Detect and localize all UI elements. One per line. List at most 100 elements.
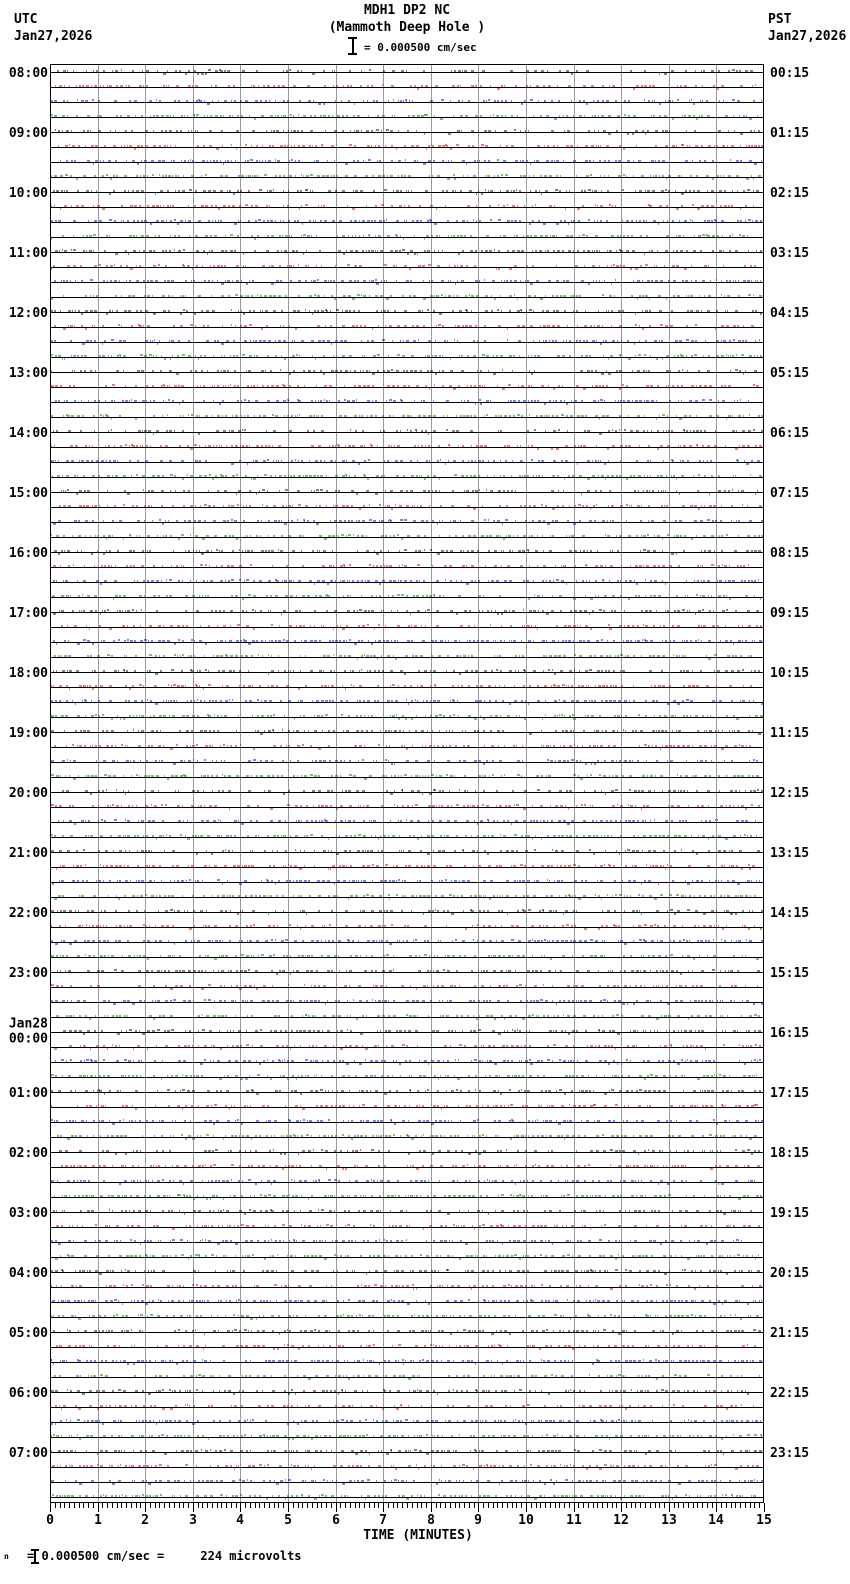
utc-hour-label: 15:00 xyxy=(9,486,48,501)
trace-row xyxy=(50,1449,764,1455)
trace-row xyxy=(50,1104,764,1110)
pst-hour-label: 02:15 xyxy=(770,186,809,201)
trace-row xyxy=(50,894,764,900)
x-tick-label: 6 xyxy=(332,1513,340,1528)
pst-hour-label: 06:15 xyxy=(770,426,809,441)
trace-row xyxy=(50,1239,764,1245)
utc-hour-label: 11:00 xyxy=(9,246,48,261)
trace-row xyxy=(50,819,764,825)
trace-row xyxy=(50,174,764,180)
trace-row xyxy=(50,939,764,945)
trace-row xyxy=(50,804,764,810)
trace-row xyxy=(50,609,764,615)
trace-row xyxy=(50,1434,764,1440)
scale-label: = 0.000500 cm/sec xyxy=(364,41,477,54)
utc-hour-label: 14:00 xyxy=(9,426,48,441)
trace-row xyxy=(50,114,764,120)
pst-hour-label: 00:15 xyxy=(770,66,809,81)
pst-hour-label: 16:15 xyxy=(770,1026,809,1041)
utc-hour-label: 06:00 xyxy=(9,1386,48,1401)
trace-row xyxy=(50,729,764,735)
trace-row xyxy=(50,1089,764,1095)
utc-hour-label: 23:00 xyxy=(9,966,48,981)
x-tick-label: 8 xyxy=(427,1513,435,1528)
x-tick-label: 3 xyxy=(189,1513,197,1528)
utc-hour-label: 10:00 xyxy=(9,186,48,201)
pst-hour-label: 10:15 xyxy=(770,666,809,681)
minute-gridlines xyxy=(98,64,717,1503)
pst-hour-label: 23:15 xyxy=(770,1446,809,1461)
utc-hour-label: 07:00 xyxy=(9,1446,48,1461)
trace-row xyxy=(50,969,764,975)
trace-row xyxy=(50,639,764,645)
utc-hour-label: 13:00 xyxy=(9,366,48,381)
trace-row xyxy=(50,1269,764,1275)
trace-row xyxy=(50,564,764,568)
utc-day-change-label: Jan28 xyxy=(9,1017,48,1032)
station-title: MDH1 DP2 NC xyxy=(363,3,451,18)
trace-row xyxy=(50,1419,764,1425)
pst-hour-label: 14:15 xyxy=(770,906,809,921)
trace-row xyxy=(50,459,764,465)
trace-row xyxy=(50,834,764,840)
x-tick-label: 13 xyxy=(661,1513,677,1528)
x-tick-label: 9 xyxy=(474,1513,482,1528)
x-tick-label: 2 xyxy=(141,1513,149,1528)
trace-row xyxy=(50,534,764,540)
trace-row xyxy=(50,1404,764,1410)
trace-row xyxy=(50,489,764,495)
pst-hour-label: 05:15 xyxy=(770,366,809,381)
trace-row xyxy=(50,1029,764,1035)
trace-row xyxy=(50,594,764,600)
utc-hour-labels: 08:00 09:00 10:00 11:00 12:00 13:00 14:00 15:00… xyxy=(9,66,48,1461)
trace-row xyxy=(50,384,764,390)
trace-row xyxy=(50,129,764,135)
trace-row xyxy=(50,879,764,885)
pst-hour-label: 12:15 xyxy=(770,786,809,801)
utc-hour-label: 00:00 xyxy=(9,1032,48,1047)
pst-hour-label: 22:15 xyxy=(770,1386,809,1401)
trace-row xyxy=(50,354,764,360)
trace-row xyxy=(50,864,764,870)
trace-row xyxy=(50,744,764,750)
scale-bar-icon xyxy=(348,37,357,55)
x-tick-label: 7 xyxy=(379,1513,387,1528)
pst-hour-label: 18:15 xyxy=(770,1146,809,1161)
trace-row xyxy=(50,954,764,960)
pst-hour-label: 08:15 xyxy=(770,546,809,561)
pst-hour-label: 19:15 xyxy=(770,1206,809,1221)
trace-row xyxy=(50,1464,764,1470)
pst-hour-label: 21:15 xyxy=(770,1326,809,1341)
pst-hour-label: 17:15 xyxy=(770,1086,809,1101)
right-timezone: PST xyxy=(768,12,792,27)
trace-row xyxy=(50,1194,764,1200)
trace-row xyxy=(50,684,764,690)
trace-row xyxy=(50,519,764,525)
trace-row xyxy=(50,654,764,660)
trace-row xyxy=(50,1209,764,1215)
footer-scale-label: = 0.000500 cm/sec = 224 microvolts xyxy=(27,1549,302,1563)
pst-hour-label: 01:15 xyxy=(770,126,809,141)
utc-hour-label: 02:00 xyxy=(9,1146,48,1161)
pst-hour-labels: 00:15 01:15 02:15 03:15 04:15 05:15 06:15 07:15… xyxy=(770,66,809,1461)
trace-row xyxy=(50,324,764,330)
trace-row xyxy=(50,1374,764,1380)
pst-hour-label: 07:15 xyxy=(770,486,809,501)
x-tick-label: 11 xyxy=(566,1513,582,1528)
utc-hour-label: 12:00 xyxy=(9,306,48,321)
trace-row xyxy=(50,1329,764,1335)
x-tick-label: 15 xyxy=(756,1513,772,1528)
pst-hour-label: 09:15 xyxy=(770,606,809,621)
trace-row xyxy=(50,669,764,675)
trace-row xyxy=(50,984,764,990)
trace-row xyxy=(50,909,764,915)
trace-row xyxy=(50,849,764,855)
trace-row xyxy=(50,234,764,240)
trace-row xyxy=(50,294,764,300)
trace-row xyxy=(50,924,764,930)
utc-hour-label: 05:00 xyxy=(9,1326,48,1341)
utc-hour-label: 01:00 xyxy=(9,1086,48,1101)
trace-row xyxy=(50,759,764,765)
